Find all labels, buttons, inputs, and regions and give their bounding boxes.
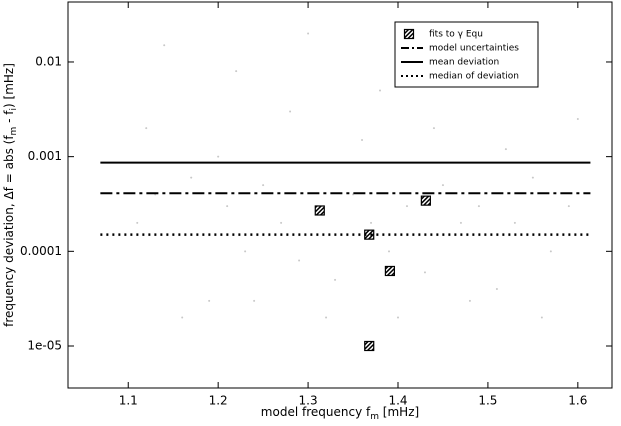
data-dot (405, 205, 408, 208)
y-axis-label-part: i (9, 108, 19, 111)
x-tick-label: 1.3 (299, 394, 318, 408)
x-axis-label: model frequency fm [mHz] (261, 405, 419, 422)
data-dot (388, 250, 391, 253)
data-dot (217, 155, 220, 158)
data-dot (289, 110, 292, 113)
marker (403, 28, 415, 40)
marker (314, 205, 325, 216)
y-axis-label-part: ) [mHz] (2, 63, 16, 108)
data-dot (468, 299, 471, 302)
data-dot (307, 32, 310, 35)
data-dot (441, 184, 444, 187)
data-dot (477, 205, 480, 208)
data-dot (298, 259, 301, 262)
data-dot (370, 221, 373, 224)
data-dot (576, 117, 579, 120)
data-dot (235, 70, 238, 73)
data-dot (253, 299, 256, 302)
data-dot (244, 250, 247, 253)
y-axis-label-part: m (9, 127, 19, 136)
y-tick-label: 0.01 (35, 54, 62, 68)
legend-label: model uncertainties (429, 44, 519, 54)
data-dot (325, 316, 328, 319)
data-dot (513, 221, 516, 224)
data-dot (531, 176, 534, 179)
plot-frame (67, 1, 613, 389)
data-dot (361, 138, 364, 141)
data-dot (208, 299, 211, 302)
x-tick-label: 1.6 (568, 394, 587, 408)
legend-label: fits to γ Equ (429, 30, 483, 40)
data-dot (226, 205, 229, 208)
data-dot (567, 205, 570, 208)
data-dot (379, 89, 382, 92)
data-dot (396, 316, 399, 319)
legend-box (394, 21, 539, 88)
y-axis-label: frequency deviation, Δf = abs (fm - fi) … (2, 63, 19, 327)
x-axis-label-part: model frequency f (261, 405, 371, 419)
marker (384, 265, 396, 277)
legend-label: mean deviation (429, 58, 499, 68)
x-tick-label: 1.4 (388, 394, 407, 408)
data-dot (145, 127, 148, 130)
data-dot (262, 184, 265, 187)
legend-label: median of deviation (429, 72, 519, 82)
data-dot (190, 176, 193, 179)
x-tick-label: 1.1 (119, 394, 138, 408)
x-tick-label: 1.5 (478, 394, 497, 408)
data-dot (432, 127, 435, 130)
x-tick-label: 1.2 (209, 394, 228, 408)
data-dot (504, 148, 507, 151)
data-dot (181, 316, 184, 319)
data-dot (334, 278, 337, 281)
y-axis-label-part: - f (2, 110, 16, 127)
x-axis-label-part: m (370, 412, 379, 422)
data-dot (163, 44, 166, 47)
x-axis-label-part: [mHz] (379, 405, 419, 419)
legend: fits to γ Equ model uncertainties mean dev… (394, 21, 539, 88)
data-dot (459, 221, 462, 224)
data-dot (495, 287, 498, 290)
data-dot (549, 250, 552, 253)
y-tick-label: 1e-05 (27, 338, 62, 352)
data-dot (136, 221, 139, 224)
data-dot (540, 316, 543, 319)
y-tick-label: 0.001 (28, 149, 62, 163)
data-dot (280, 221, 283, 224)
marker (364, 340, 375, 352)
data-dot (423, 271, 426, 274)
marker (420, 195, 431, 206)
y-tick-label: 0.0001 (20, 244, 62, 258)
y-axis-label-part: frequency deviation, Δf = abs (f (2, 135, 16, 327)
